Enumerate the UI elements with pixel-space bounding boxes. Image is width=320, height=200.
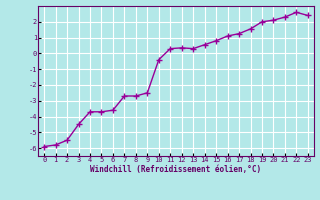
X-axis label: Windchill (Refroidissement éolien,°C): Windchill (Refroidissement éolien,°C) [91,165,261,174]
